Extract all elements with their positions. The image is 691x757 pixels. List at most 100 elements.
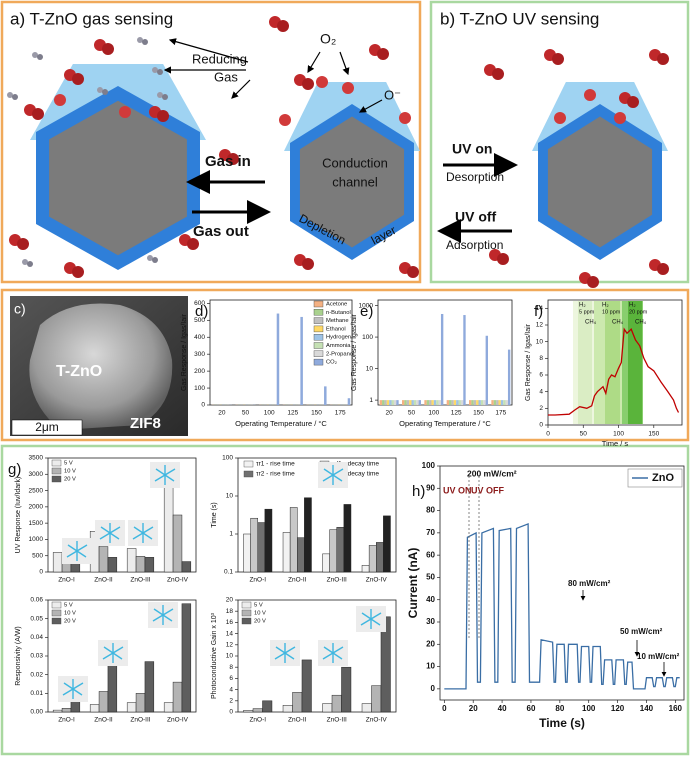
y-tick-label: 500	[194, 317, 205, 324]
reducing-gas-label: Reducing	[192, 51, 247, 66]
y-tick-label: 100	[362, 334, 373, 341]
gas-molecule	[147, 255, 153, 261]
plot-frame	[209, 299, 353, 406]
y-tick-label: 2	[539, 405, 543, 412]
annotation: H₂	[579, 303, 586, 309]
x-tick-label: ZnO-IV	[366, 717, 388, 724]
x-tick-label: ZnO-II	[94, 577, 113, 584]
bar	[402, 400, 405, 405]
bar	[433, 400, 437, 405]
y-tick-label: 12	[536, 322, 544, 329]
bar	[491, 400, 494, 405]
pointer-arrow	[231, 79, 251, 99]
bar	[483, 400, 486, 405]
legend-label: 10 V	[64, 611, 76, 617]
legend-swatch	[313, 309, 324, 316]
legend-swatch	[51, 609, 62, 617]
bar	[376, 542, 384, 573]
x-tick-label: ZnO-II	[288, 577, 307, 584]
desorption-label: Desorption	[446, 170, 504, 184]
bar	[144, 661, 155, 713]
x-tick-label: ZnO-IV	[167, 577, 189, 584]
tetrapod-arm	[67, 544, 87, 558]
bar	[304, 497, 312, 573]
bar	[386, 400, 390, 405]
bar	[324, 386, 327, 405]
conduction-core	[49, 100, 187, 256]
bar	[505, 400, 508, 405]
gas-molecule	[32, 52, 38, 58]
legend-swatch	[241, 601, 252, 609]
gas-molecule	[102, 89, 108, 95]
bar	[436, 400, 439, 405]
legend-label: CO₂	[326, 360, 337, 366]
legend-label: Hydrogen	[326, 335, 351, 341]
bar	[98, 546, 109, 573]
x-tick-label: 50	[408, 410, 416, 417]
x-tick-label: 150	[648, 431, 659, 438]
annotation: 20 ppm	[629, 309, 648, 315]
x-tick-label: 175	[495, 410, 506, 417]
plot-frame	[237, 457, 397, 573]
conduction-label: Conduction	[322, 155, 388, 170]
x-tick-label: 20	[218, 410, 226, 417]
bar	[500, 400, 504, 405]
bar	[471, 400, 474, 405]
bar	[107, 557, 118, 573]
reducing-gas-label: Gas	[214, 69, 238, 84]
material-label: T-ZnO	[56, 363, 102, 380]
tetrapod-arm	[103, 646, 123, 660]
panel-a-title: a) T-ZnO gas sensing	[10, 9, 173, 28]
y-tick-label: 10	[226, 653, 234, 660]
legend-label: 20 V	[64, 619, 76, 625]
adsorption-label: Adsorption	[446, 238, 503, 252]
plot-frame	[439, 465, 685, 701]
exposure-region	[628, 301, 642, 424]
x-axis-title: Time / s	[602, 439, 629, 448]
y-tick-label: 4	[539, 388, 543, 395]
plot-frame	[377, 299, 513, 406]
gas-molecule	[157, 92, 163, 98]
legend-label: n-Butanol	[326, 310, 351, 316]
data-line	[444, 522, 680, 690]
bar	[181, 603, 192, 713]
y-tick-label: 4	[229, 686, 233, 693]
bar	[438, 400, 441, 405]
y-tick-label: 16	[226, 619, 234, 626]
bar	[331, 694, 342, 713]
bar	[336, 527, 345, 573]
bar	[243, 710, 254, 713]
bar	[379, 400, 383, 405]
x-tick-label: 100	[613, 431, 624, 438]
y-tick-label: 0	[39, 569, 43, 576]
legend-label: 10 V	[254, 611, 266, 617]
bar	[52, 709, 63, 713]
gas-molecule	[37, 54, 43, 60]
uv-on-label: UV on	[452, 141, 492, 157]
bar	[446, 400, 450, 405]
bar	[453, 400, 457, 405]
bar	[243, 533, 251, 573]
legend-label: Methane	[326, 318, 349, 324]
data-line	[548, 327, 680, 416]
annotation: H₂	[629, 303, 636, 309]
bar	[383, 515, 391, 573]
o-ion	[342, 82, 354, 94]
o2-molecule	[17, 238, 29, 250]
bar	[496, 400, 499, 405]
bar	[341, 666, 352, 713]
bar	[297, 537, 305, 573]
o2-molecule	[277, 20, 289, 32]
legend-swatch	[313, 350, 324, 357]
o-ion	[54, 94, 66, 106]
y-tick-label: 70	[426, 528, 435, 537]
plot-frame	[547, 299, 683, 426]
bar	[361, 565, 370, 573]
bar	[98, 691, 109, 713]
legend-swatch	[313, 325, 324, 333]
annotation: CH₄	[585, 320, 597, 326]
bar	[300, 316, 303, 405]
legend-label: Ammonia	[326, 343, 351, 349]
bar	[361, 703, 372, 713]
